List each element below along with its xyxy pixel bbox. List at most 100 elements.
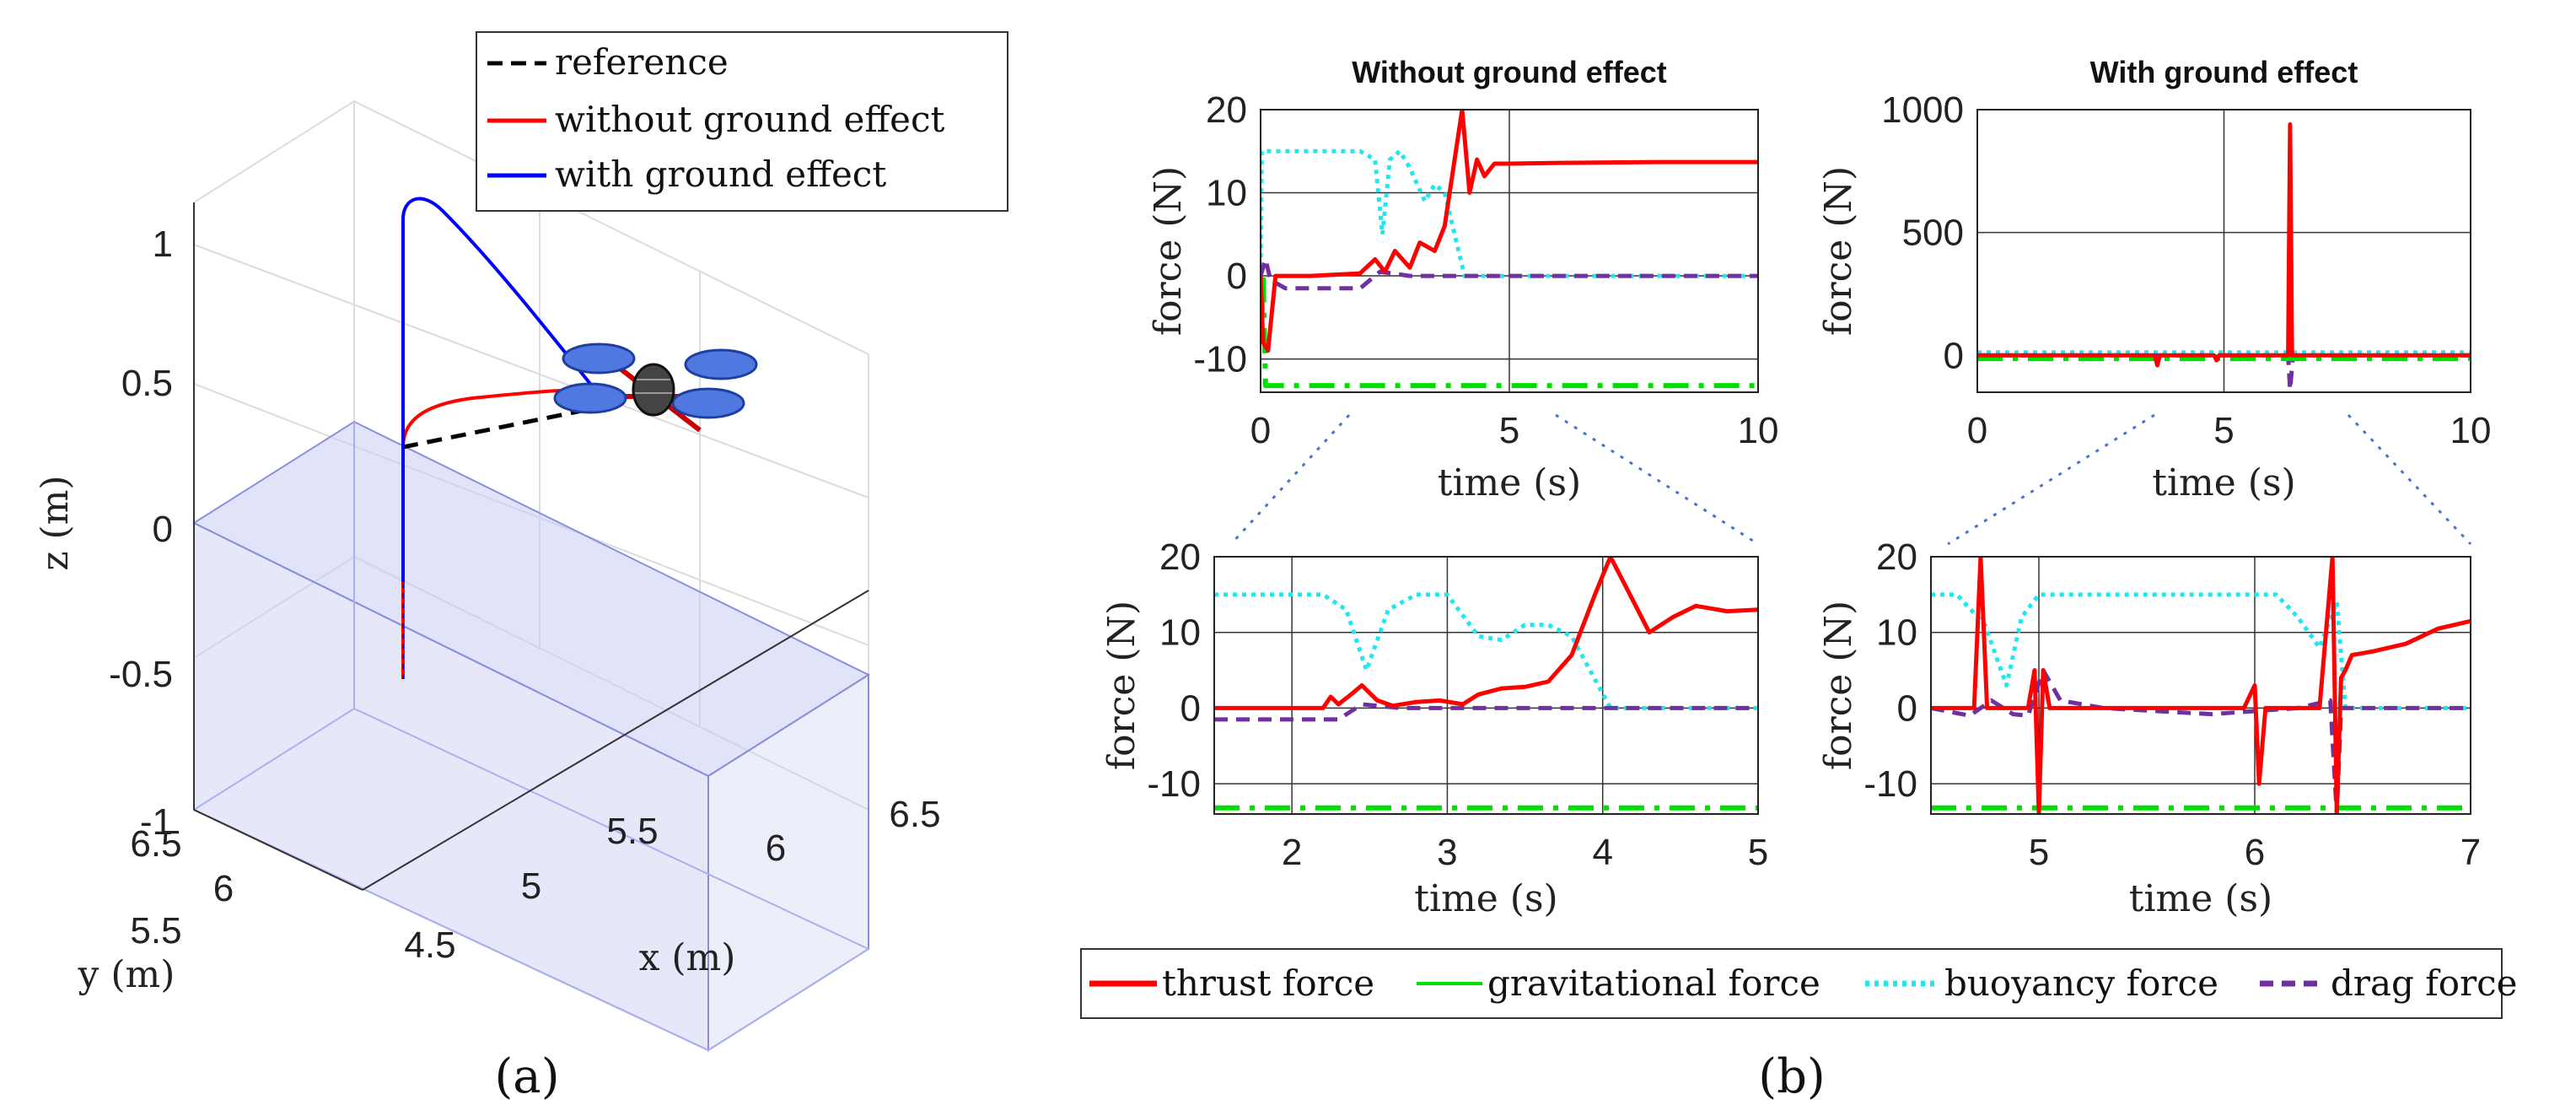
ge_zoom-thrust-force-line — [1931, 557, 2471, 814]
ge_top-series — [1977, 122, 2471, 392]
no_ge_zoom-buoyancy-force-line — [1214, 592, 1758, 710]
ytick-label: 10 — [1206, 173, 1247, 214]
zoom-connector-left-2 — [1555, 413, 1759, 546]
xtick-label: 10 — [1738, 410, 1779, 451]
no_ge_top-thrust-force-line — [1261, 110, 1758, 353]
traj3d-ylabel: y (m) — [78, 953, 175, 996]
ge_zoom-frame — [1930, 556, 2471, 815]
xtick-label: 2 — [1282, 832, 1302, 873]
xtick-label: 5 — [1499, 410, 1519, 451]
ytick-label: 20 — [1206, 89, 1247, 131]
x-axis-line — [362, 590, 869, 891]
traj3d-xtick-label: 6 — [766, 828, 786, 869]
panel-label-a: (a) — [494, 1049, 559, 1104]
zoom-connectors — [1229, 413, 2472, 546]
ge_zoom-ylabel: force (N) — [1817, 601, 1860, 770]
xtick-label: 5 — [2213, 410, 2234, 451]
traj3d-legend-box — [476, 31, 1008, 212]
water-volume — [191, 420, 871, 1052]
zoom-connector-right-1 — [1947, 413, 2155, 546]
no_ge_top-title: Without ground effect — [1352, 55, 1667, 89]
no_ge_zoom-drag-force-line — [1214, 702, 1758, 722]
ytick-label: 10 — [1876, 612, 1917, 654]
xtick-label: 7 — [2460, 832, 2481, 873]
rotor-2 — [684, 348, 758, 380]
ytick-label: 0 — [1227, 256, 1247, 297]
ytick-label: 20 — [1876, 536, 1917, 578]
traj3d-axes — [193, 202, 869, 891]
traj3d-ticks: 1 0.5 0 -0.5 -1 5.5 6 6.5 4.5 5 5.5 6 6.5 — [109, 224, 940, 966]
traj3d-xtick-label: 6.5 — [889, 794, 940, 835]
ytick-label: 20 — [1159, 536, 1201, 578]
traj3d-plot: 1 0.5 0 -0.5 -1 5.5 6 6.5 4.5 5 5.5 6 6.5 reference … — [34, 31, 1008, 1052]
quadrotor-drone — [553, 342, 758, 433]
traj3d-ztick-label: -1 — [140, 801, 173, 843]
ytick-label: 10 — [1159, 612, 1201, 654]
ge_zoom-series — [1931, 557, 2471, 814]
ge_zoom-plot: 5 6 7 20 10 0 -10 time (s) force (N) — [1817, 536, 2481, 920]
water-bottom-face — [191, 707, 871, 1052]
no_ge_top-frame — [1260, 109, 1759, 393]
legend-label-reference: reference — [555, 41, 729, 83]
ytick-label: 0 — [1944, 335, 1964, 376]
xtick-label: 10 — [2450, 410, 2492, 451]
ge_top-title: With ground effect — [2090, 55, 2358, 89]
drone-body — [632, 363, 675, 417]
traj3d-xtick-label: 5.5 — [606, 811, 658, 852]
legend-label-with-ge: with ground effect — [555, 154, 886, 195]
xtick-label: 4 — [1592, 832, 1612, 873]
xtick-label: 0 — [1250, 410, 1271, 451]
traj3d-ytick-label: 6 — [213, 868, 234, 909]
forces-legend: thrust force gravitational force buoyanc… — [1080, 948, 2518, 1019]
traj3d-ztick-label: 0.5 — [121, 363, 173, 404]
traj-reference-line — [402, 407, 591, 450]
no_ge_top-drag-force-line — [1261, 256, 1758, 291]
no_ge_top-buoyancy-force-line — [1261, 148, 1758, 278]
xtick-label: 5 — [2029, 832, 2049, 873]
xtick-label: 6 — [2245, 832, 2265, 873]
ytick-label: 1000 — [1881, 89, 1964, 131]
ytick-label: -10 — [1863, 763, 1917, 805]
ge_top-xlabel: time (s) — [2152, 461, 2295, 504]
ytick-label: 0 — [1897, 687, 1917, 729]
ge_top-plot: 0 5 10 1000 500 0 time (s) force (N) With ground… — [1817, 55, 2491, 504]
traj3d-ztick-label: -0.5 — [109, 654, 173, 695]
no_ge_zoom-frame — [1213, 556, 1759, 815]
zoom-connector-left-1 — [1229, 413, 1351, 546]
zoom-connector-right-2 — [2347, 413, 2472, 546]
traj3d-xtick-label: 4.5 — [404, 925, 455, 966]
no_ge_zoom-xlabel: time (s) — [1414, 877, 1557, 920]
ytick-label: 500 — [1902, 213, 1964, 254]
ge_zoom-buoyancy-force-line — [1931, 592, 2471, 710]
legend-label-without-ge: without ground effect — [555, 99, 945, 140]
rotor-4 — [671, 387, 745, 419]
grid-z1 — [193, 244, 869, 499]
ge_zoom-xlabel: time (s) — [2129, 877, 2272, 920]
traj-with-ge-line — [401, 197, 592, 582]
ytick-label: -10 — [1147, 763, 1201, 805]
traj3d-ytick-label: 6.5 — [130, 823, 181, 865]
traj3d-xlabel: x (m) — [639, 936, 736, 979]
no_ge_zoom-ylabel: force (N) — [1100, 601, 1143, 770]
rotor-1 — [562, 342, 636, 375]
traj3d-zlabel: z (m) — [34, 475, 77, 570]
xtick-label: 0 — [1967, 410, 1987, 451]
traj3d-xtick-label: 5 — [521, 865, 541, 907]
ge_top-ylabel: force (N) — [1817, 166, 1860, 336]
no_ge_zoom-plot: 2 3 4 5 20 10 0 -10 time (s) force (N) — [1100, 536, 1768, 920]
xtick-label: 5 — [1748, 832, 1768, 873]
legend-label-thrust: thrust force — [1162, 962, 1374, 1004]
no_ge_top-ylabel: force (N) — [1147, 166, 1190, 336]
rotor-3 — [553, 382, 627, 414]
legend-label-drag: drag force — [2331, 962, 2518, 1004]
no_ge_zoom-series — [1214, 557, 1758, 811]
legend-label-gravitational: gravitational force — [1487, 962, 1820, 1004]
traj3d-legend: reference without ground effect with gro… — [476, 31, 1008, 212]
ytick-label: 0 — [1180, 687, 1201, 729]
ge_top-thrust-force-line — [1977, 122, 2471, 368]
xtick-label: 3 — [1437, 832, 1457, 873]
traj3d-ytick-label: 5.5 — [130, 910, 181, 952]
